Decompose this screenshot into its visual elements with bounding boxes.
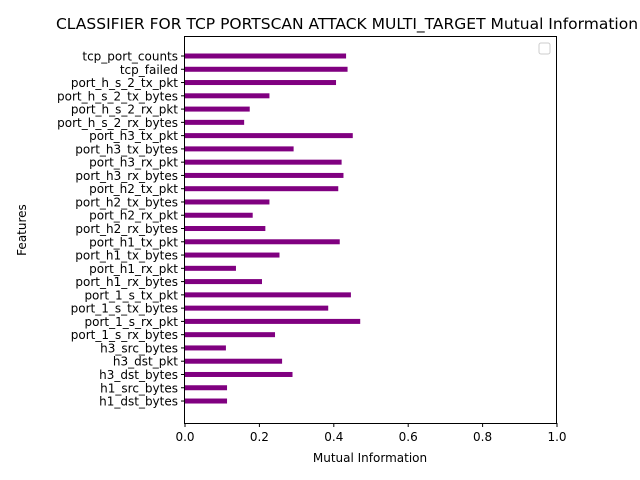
bar	[185, 332, 276, 338]
bar	[185, 212, 253, 218]
y-tick-label: port_1_s_tx_pkt	[84, 288, 178, 302]
x-tick-label: 0.0	[175, 430, 194, 444]
x-tick-label: 0.4	[324, 430, 343, 444]
y-tick-label: port_h2_rx_pkt	[89, 209, 178, 223]
x-tick-label: 0.8	[473, 430, 492, 444]
y-tick-label: port_h3_tx_pkt	[89, 129, 178, 143]
y-tick-label: port_h_s_2_rx_bytes	[57, 116, 178, 130]
y-tick-label: port_h1_tx_bytes	[75, 249, 178, 263]
y-tick-label: h3_src_bytes	[100, 341, 178, 355]
y-axis-label: Features	[15, 204, 29, 256]
y-tick-label: port_h2_tx_pkt	[89, 182, 178, 196]
bar	[185, 305, 329, 311]
y-tick-label: port_h_s_2_rx_pkt	[71, 103, 178, 117]
bar	[185, 159, 342, 165]
bar	[185, 119, 245, 125]
y-tick-label: port_h3_tx_bytes	[75, 142, 178, 156]
bar	[185, 133, 353, 139]
y-tick-label: h1_src_bytes	[100, 381, 178, 395]
bar	[185, 172, 344, 178]
bar	[185, 186, 339, 192]
y-tick-label: port_1_s_tx_bytes	[71, 302, 178, 316]
y-tick-label: h3_dst_pkt	[113, 355, 178, 369]
bar	[185, 239, 340, 245]
y-tick-label: tcp_failed	[120, 63, 178, 77]
x-tick-label: 0.6	[399, 430, 418, 444]
bar	[185, 358, 283, 364]
x-tick-label: 0.2	[250, 430, 269, 444]
y-tick-label: port_h_s_2_tx_bytes	[57, 89, 178, 103]
bar	[185, 292, 351, 298]
y-tick-label: h1_dst_bytes	[99, 395, 178, 409]
y-tick-label: port_h2_rx_bytes	[75, 222, 178, 236]
plot-area: tcp_port_countstcp_failedport_h_s_2_tx_p…	[57, 50, 567, 445]
legend-box	[538, 42, 551, 55]
bar	[185, 318, 361, 324]
axes-frame	[184, 36, 557, 424]
bar	[185, 371, 293, 377]
y-tick-label: port_1_s_rx_pkt	[85, 315, 179, 329]
y-tick-label: port_1_s_rx_bytes	[71, 328, 178, 342]
x-axis-label: Mutual Information	[313, 451, 427, 465]
bar	[185, 252, 280, 258]
bar	[185, 146, 294, 152]
y-tick-label: port_h_s_2_tx_pkt	[71, 76, 178, 90]
x-tick-label: 1.0	[547, 430, 566, 444]
bar	[185, 265, 236, 271]
bar	[185, 226, 266, 232]
bar	[185, 80, 337, 86]
bar	[185, 93, 270, 99]
y-tick-label: port_h2_tx_bytes	[75, 195, 178, 209]
bar	[185, 279, 262, 285]
y-tick-label: port_h3_rx_pkt	[89, 156, 178, 170]
bar	[185, 385, 228, 391]
y-tick-label: port_h3_rx_bytes	[75, 169, 178, 183]
y-tick-label: port_h1_rx_pkt	[89, 262, 178, 276]
y-tick-label: port_h1_tx_pkt	[89, 235, 178, 249]
chart-title: CLASSIFIER FOR TCP PORTSCAN ATTACK MULTI…	[56, 15, 638, 34]
y-tick-label: tcp_port_counts	[82, 50, 178, 64]
bar	[185, 53, 347, 59]
bar	[185, 66, 348, 72]
y-tick-label: h3_dst_bytes	[99, 368, 178, 382]
bar	[185, 345, 226, 351]
bar	[185, 398, 228, 404]
y-tick-label: port_h1_rx_bytes	[75, 275, 178, 289]
bar	[185, 199, 270, 205]
bar	[185, 106, 250, 112]
